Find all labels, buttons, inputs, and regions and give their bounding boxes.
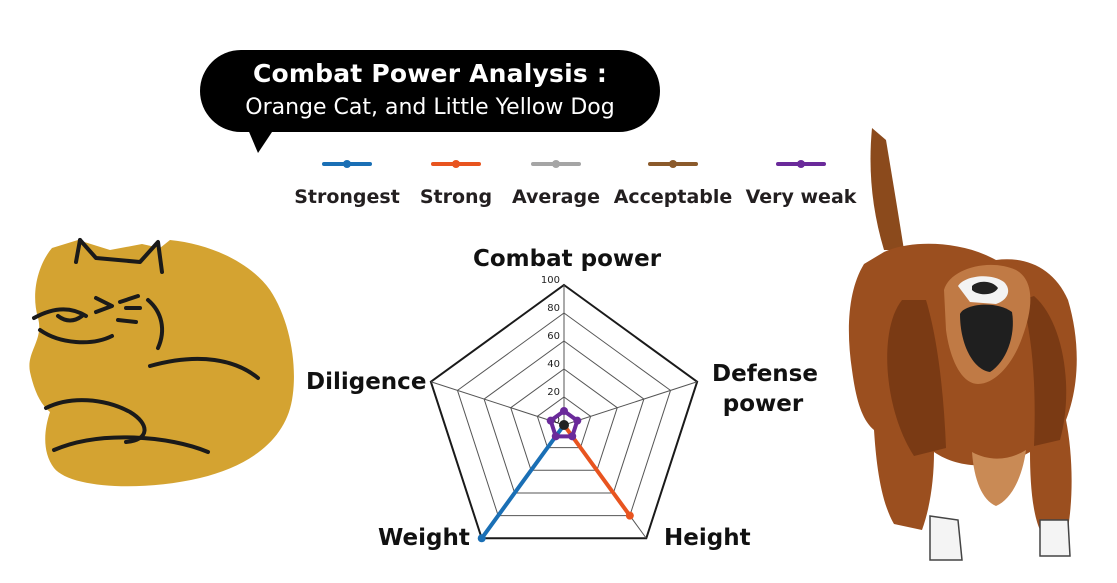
radar-tick-label-40: 40	[547, 359, 560, 370]
dog-tail	[870, 128, 904, 250]
radar-grid-ring-4	[456, 312, 672, 517]
series-line-strongest	[479, 423, 566, 541]
legend-dot-average	[552, 160, 560, 168]
dog-paw-right	[1039, 519, 1071, 557]
axis-label-defense-power-line1: Defense	[712, 361, 818, 387]
axis-label-weight: Weight	[378, 525, 470, 551]
dog-chest-light	[972, 450, 1026, 506]
series-point-very-weak-5	[546, 416, 555, 425]
legend-line-strongest	[322, 160, 372, 168]
legend-line-average	[531, 160, 581, 168]
series-point-very-weak-2	[573, 416, 582, 425]
legend-line-very-weak	[776, 160, 826, 168]
legend: Strongest Strong Average Acceptable Very…	[0, 158, 1117, 218]
axis-label-defense-power-line2: power	[722, 391, 804, 417]
dog-paw-left	[929, 515, 963, 561]
radar-grid-ring-5	[429, 283, 699, 540]
cat-illustration	[29, 238, 294, 487]
axis-label-height: Height	[664, 525, 751, 551]
chart-title: Combat Power Analysis :	[252, 59, 608, 88]
radar-tick-label-20: 20	[547, 387, 560, 398]
radar-grid-ring-2	[510, 368, 618, 471]
series-point-very-weak-4	[551, 432, 560, 441]
radar-tick-label-60: 60	[547, 331, 560, 342]
radar-tick-label-80: 80	[547, 303, 560, 314]
radar-tick-label-0: 0	[554, 415, 560, 426]
legend-dot-very-weak	[797, 160, 805, 168]
legend-item-very-weak: Very weak	[736, 158, 866, 208]
legend-dot-strongest	[343, 160, 351, 168]
legend-item-average: Average	[491, 158, 621, 208]
axis-label-diligence: Diligence	[306, 369, 427, 395]
series-point-strong-3	[625, 511, 634, 520]
radar-grid-ring-3	[483, 340, 645, 494]
legend-label-strong: Strong	[419, 186, 493, 208]
dog-nose	[972, 281, 998, 295]
legend-line-strong	[431, 160, 481, 168]
legend-dot-acceptable	[669, 160, 677, 168]
radar-spoke-2	[563, 381, 698, 426]
series-point-very-weak-3	[568, 432, 577, 441]
legend-line-acceptable	[648, 160, 698, 168]
legend-label-strongest: Strongest	[294, 186, 400, 208]
legend-item-strong: Strong	[391, 158, 521, 208]
title-bubble: Combat Power Analysis : Orange Cat, and …	[200, 50, 660, 153]
dog-ear-right	[1022, 296, 1067, 446]
legend-label-acceptable: Acceptable	[613, 186, 733, 208]
series-point-very-weak-1	[560, 407, 568, 415]
radar-tick-label-100: 100	[541, 275, 560, 286]
radar-spoke-5	[430, 381, 565, 426]
legend-label-very-weak: Very weak	[745, 186, 857, 208]
axis-label-defense-power: Defense power	[712, 359, 818, 419]
series-point-strongest-4	[477, 534, 486, 543]
radar-center-dot	[559, 420, 569, 430]
chart-subtitle: Orange Cat, and Little Yellow Dog	[245, 95, 615, 120]
axis-label-combat-power: Combat power	[473, 246, 662, 272]
dog-mouth	[960, 304, 1013, 372]
bubble-tail	[244, 120, 280, 153]
legend-item-acceptable: Acceptable	[608, 158, 738, 208]
legend-item-strongest: Strongest	[282, 158, 412, 208]
legend-dot-strong	[452, 160, 460, 168]
radar-grid-ring-1	[536, 396, 592, 449]
legend-label-average: Average	[512, 186, 600, 208]
dog-ear-left	[887, 300, 946, 456]
